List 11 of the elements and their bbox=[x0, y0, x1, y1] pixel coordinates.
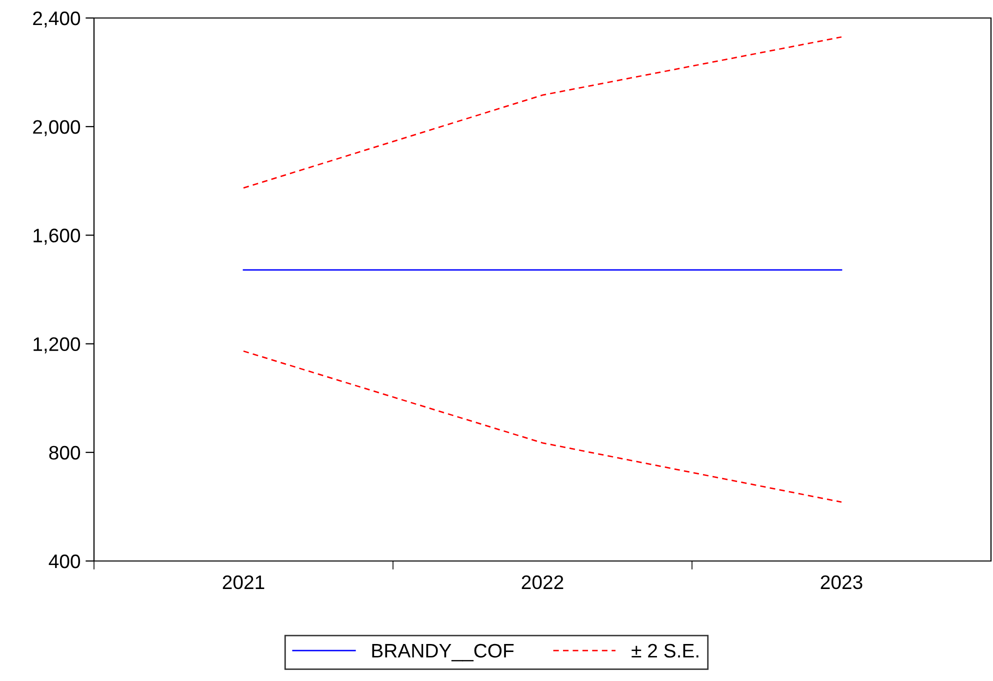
x-tick-label: 2023 bbox=[820, 575, 862, 590]
y-tick-label: 1,200 bbox=[34, 337, 80, 354]
y-tick-label: 2,400 bbox=[33, 11, 80, 28]
legend-label: ± 2 S.E. bbox=[632, 644, 698, 658]
x-tick-label: 2021 bbox=[222, 575, 264, 590]
legend-label: BRANDY__COF bbox=[372, 644, 514, 662]
y-tick-label: 400 bbox=[48, 554, 80, 568]
x-tick-label: 2022 bbox=[522, 575, 564, 590]
y-tick-label: 2,000 bbox=[33, 120, 80, 136]
y-tick-label: 1,600 bbox=[34, 228, 80, 245]
y-tick-label: 800 bbox=[49, 446, 80, 460]
